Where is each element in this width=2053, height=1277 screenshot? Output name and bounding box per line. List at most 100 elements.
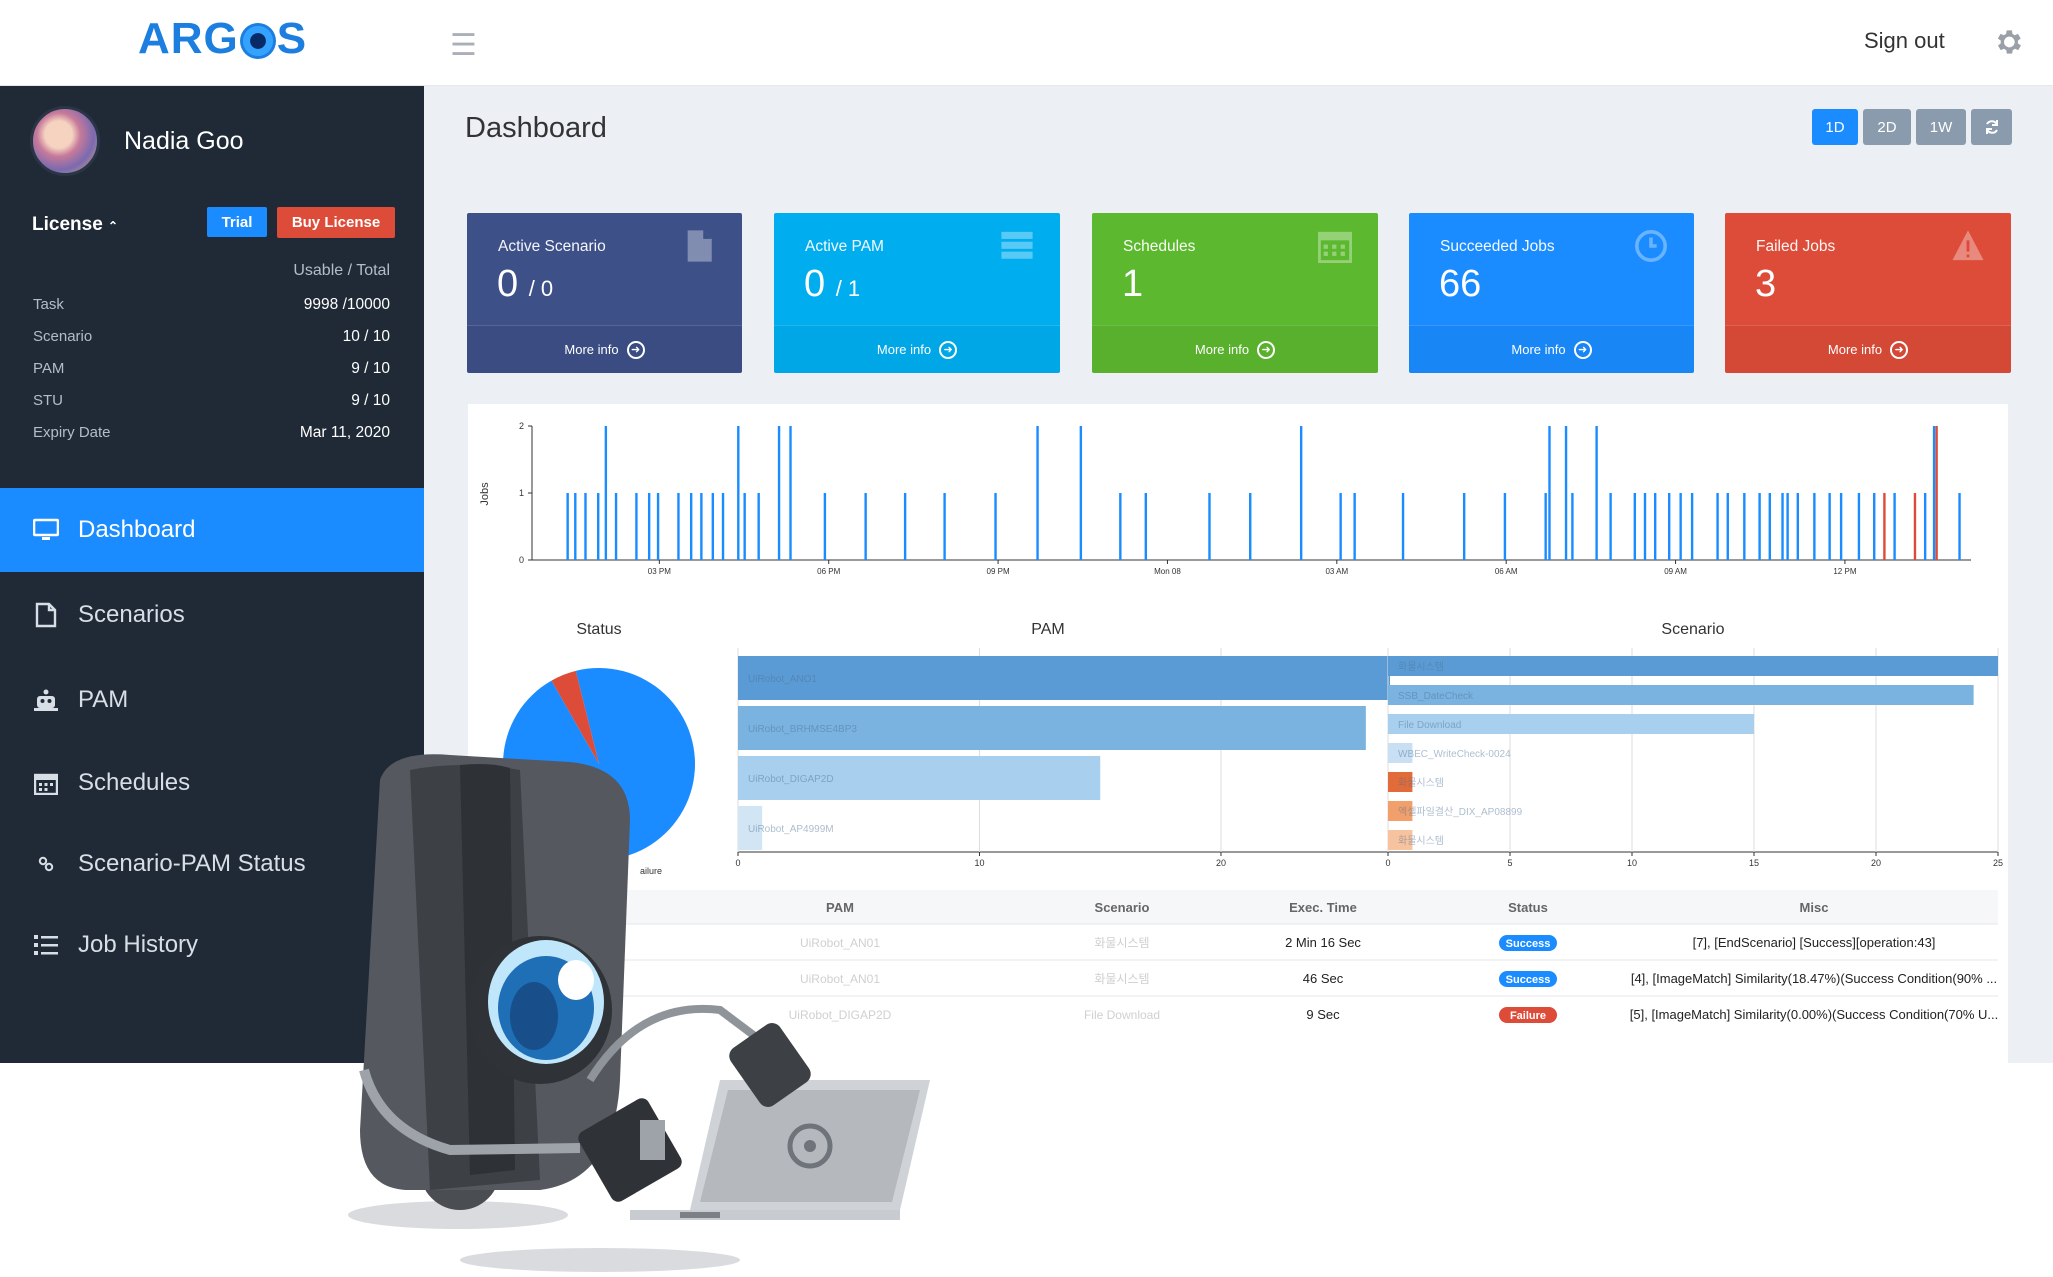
pam-xtick-label: 0 [735, 858, 740, 868]
range-1d-button[interactable]: 1D [1812, 109, 1858, 145]
clock-icon [1635, 230, 1667, 262]
top-bar: ARG S ☰ Sign out [0, 0, 2053, 86]
card-failed-jobs: Failed Jobs 3 More info ➜ [1725, 213, 2011, 373]
nav-schedules[interactable]: Schedules [0, 741, 424, 825]
card-value: 1 [1122, 263, 1144, 305]
card-label: Succeeded Jobs [1440, 238, 1555, 255]
argos-logo[interactable]: ARG S [138, 14, 308, 63]
warning-icon [1952, 230, 1984, 261]
scenario-bar-label: File Download [1398, 720, 1461, 731]
arrow-circle-right-icon: ➜ [626, 340, 645, 359]
card-label: Failed Jobs [1756, 238, 1836, 255]
job-table-time-cell: 46 Sec [1303, 971, 1344, 986]
buy-license-button[interactable]: Buy License [277, 207, 395, 238]
status-chart-title: Status [576, 621, 621, 638]
job-table-status-badge [1499, 1007, 1557, 1023]
more-info-link[interactable]: More info ➜ [1092, 325, 1378, 373]
card-value: 0 / 0 [497, 263, 554, 305]
gear-icon[interactable] [1992, 26, 2024, 58]
job-table-scenario-cell: 화물시스템 [1094, 972, 1149, 986]
pam-bar-label: UiRobot_DIGAP2D [748, 774, 834, 785]
more-info-link[interactable]: More info ➜ [1409, 325, 1694, 373]
job-table-time-cell: 2 Min 16 Sec [1285, 935, 1361, 950]
scenario-bar [1388, 830, 1413, 850]
card-active-pam: Active PAM 0 / 1 More info ➜ [774, 213, 1060, 373]
scenario-xtick-label: 20 [1871, 858, 1881, 868]
job-table-misc-cell: [4], [ImageMatch] Similarity(18.47%)(Suc… [1631, 971, 1997, 986]
nav-label: Schedules [78, 769, 191, 796]
license-row-scenario: Scenario 10 / 10 [33, 328, 390, 345]
pam-bar [738, 706, 1366, 750]
timeline-ytick-label: 2 [519, 421, 524, 431]
nav-scenarios[interactable]: Scenarios [0, 573, 424, 657]
avatar[interactable] [30, 106, 100, 176]
scenario-bar [1388, 772, 1413, 792]
pie-slice [551, 670, 599, 764]
range-2d-button[interactable]: 2D [1863, 109, 1911, 145]
pam-chart-title: PAM [1031, 621, 1064, 638]
card-active-scenario: Active Scenario 0 / 0 More info ➜ [467, 213, 742, 373]
timeline-xtick-label: 06 AM [1495, 567, 1518, 576]
job-table-header-row [468, 890, 1998, 924]
scenario-bar-label: SSB_DateCheck [1398, 691, 1474, 702]
scenario-bar-label: WBEC_WriteCheck-0024 [1398, 749, 1511, 760]
timeline-xtick-label: 09 AM [1664, 567, 1687, 576]
range-1w-button[interactable]: 1W [1916, 109, 1966, 145]
nav-scenario-pam-status[interactable]: Scenario-PAM Status [0, 822, 424, 906]
job-table-pam-cell: UiRobot_AN01 [800, 936, 880, 950]
job-table-scenario-cell: File Download [1084, 1008, 1160, 1022]
license-label: License [32, 214, 103, 235]
nav-pam[interactable]: PAM [0, 658, 424, 742]
nav-dashboard[interactable]: Dashboard [0, 488, 424, 572]
link-icon [32, 850, 60, 878]
calendar-icon [1318, 231, 1352, 263]
nav-label: Scenario-PAM Status [78, 850, 306, 877]
license-row-stu: STU 9 / 10 [33, 392, 390, 409]
refresh-button[interactable] [1971, 109, 2012, 145]
job-table-pam-cell: UiRobot_AN01 [800, 972, 880, 986]
job-table-header: Misc [1800, 900, 1829, 915]
job-table-status-badge [1499, 971, 1557, 987]
more-info-link[interactable]: More info ➜ [1725, 325, 2011, 373]
more-info-link[interactable]: More info ➜ [467, 325, 742, 373]
card-label: Active PAM [805, 238, 884, 255]
file-icon [687, 230, 712, 262]
user-name: Nadia Goo [124, 126, 244, 155]
license-row-task: Task 9998 /10000 [33, 296, 390, 313]
trial-badge[interactable]: Trial [207, 207, 267, 237]
more-info-link[interactable]: More info ➜ [774, 325, 1060, 373]
charts-panel: 0 1 2 Jobs 03 PM 06 PM 09 PM Mon 08 03 AM 06 AM 09… [468, 404, 2008, 1064]
scenario-bar-label: 엑셀파일결산_DIX_AP08899 [1398, 806, 1523, 818]
scenario-chart-title: Scenario [1661, 621, 1724, 638]
job-table-status-text: Failure [1510, 1010, 1546, 1022]
job-table-header: Exec. Time [1289, 900, 1357, 915]
mascot-robot-illustration [348, 754, 930, 1272]
calendar-icon [32, 769, 60, 797]
job-table-scenario-cell: 화물시스템 [1094, 936, 1149, 950]
robot-icon [32, 686, 60, 714]
license-row-pam: PAM 9 / 10 [33, 360, 390, 377]
nav-label: Job History [78, 931, 199, 958]
list-icon [32, 931, 60, 959]
scenario-bar [1388, 743, 1413, 763]
pam-bar [738, 756, 1101, 800]
timeline-xtick-label: 09 PM [987, 567, 1010, 576]
timeline-xtick-label: Mon 08 [1154, 567, 1181, 576]
license-toggle[interactable]: License ⌃ [32, 214, 118, 236]
job-table-status-text: Success [1506, 938, 1551, 950]
refresh-icon [1985, 120, 1998, 134]
nav-label: Scenarios [78, 601, 185, 628]
nav-job-history[interactable]: Job History [0, 903, 424, 987]
arrow-circle-right-icon: ➜ [1573, 340, 1592, 359]
scenario-xtick-label: 15 [1749, 858, 1759, 868]
timeline-ytick-label: 0 [519, 555, 524, 565]
license-row-expiry: Expiry Date Mar 11, 2020 [33, 424, 390, 441]
scenario-bar [1388, 801, 1413, 821]
menu-toggle-icon[interactable]: ☰ [450, 29, 477, 62]
scenario-xtick-label: 25 [1993, 858, 2003, 868]
timeline-xtick-label: 06 PM [817, 567, 840, 576]
scenario-bar [1388, 685, 1974, 705]
card-value: 66 [1439, 263, 1482, 305]
sign-out-link[interactable]: Sign out [1864, 28, 1945, 53]
